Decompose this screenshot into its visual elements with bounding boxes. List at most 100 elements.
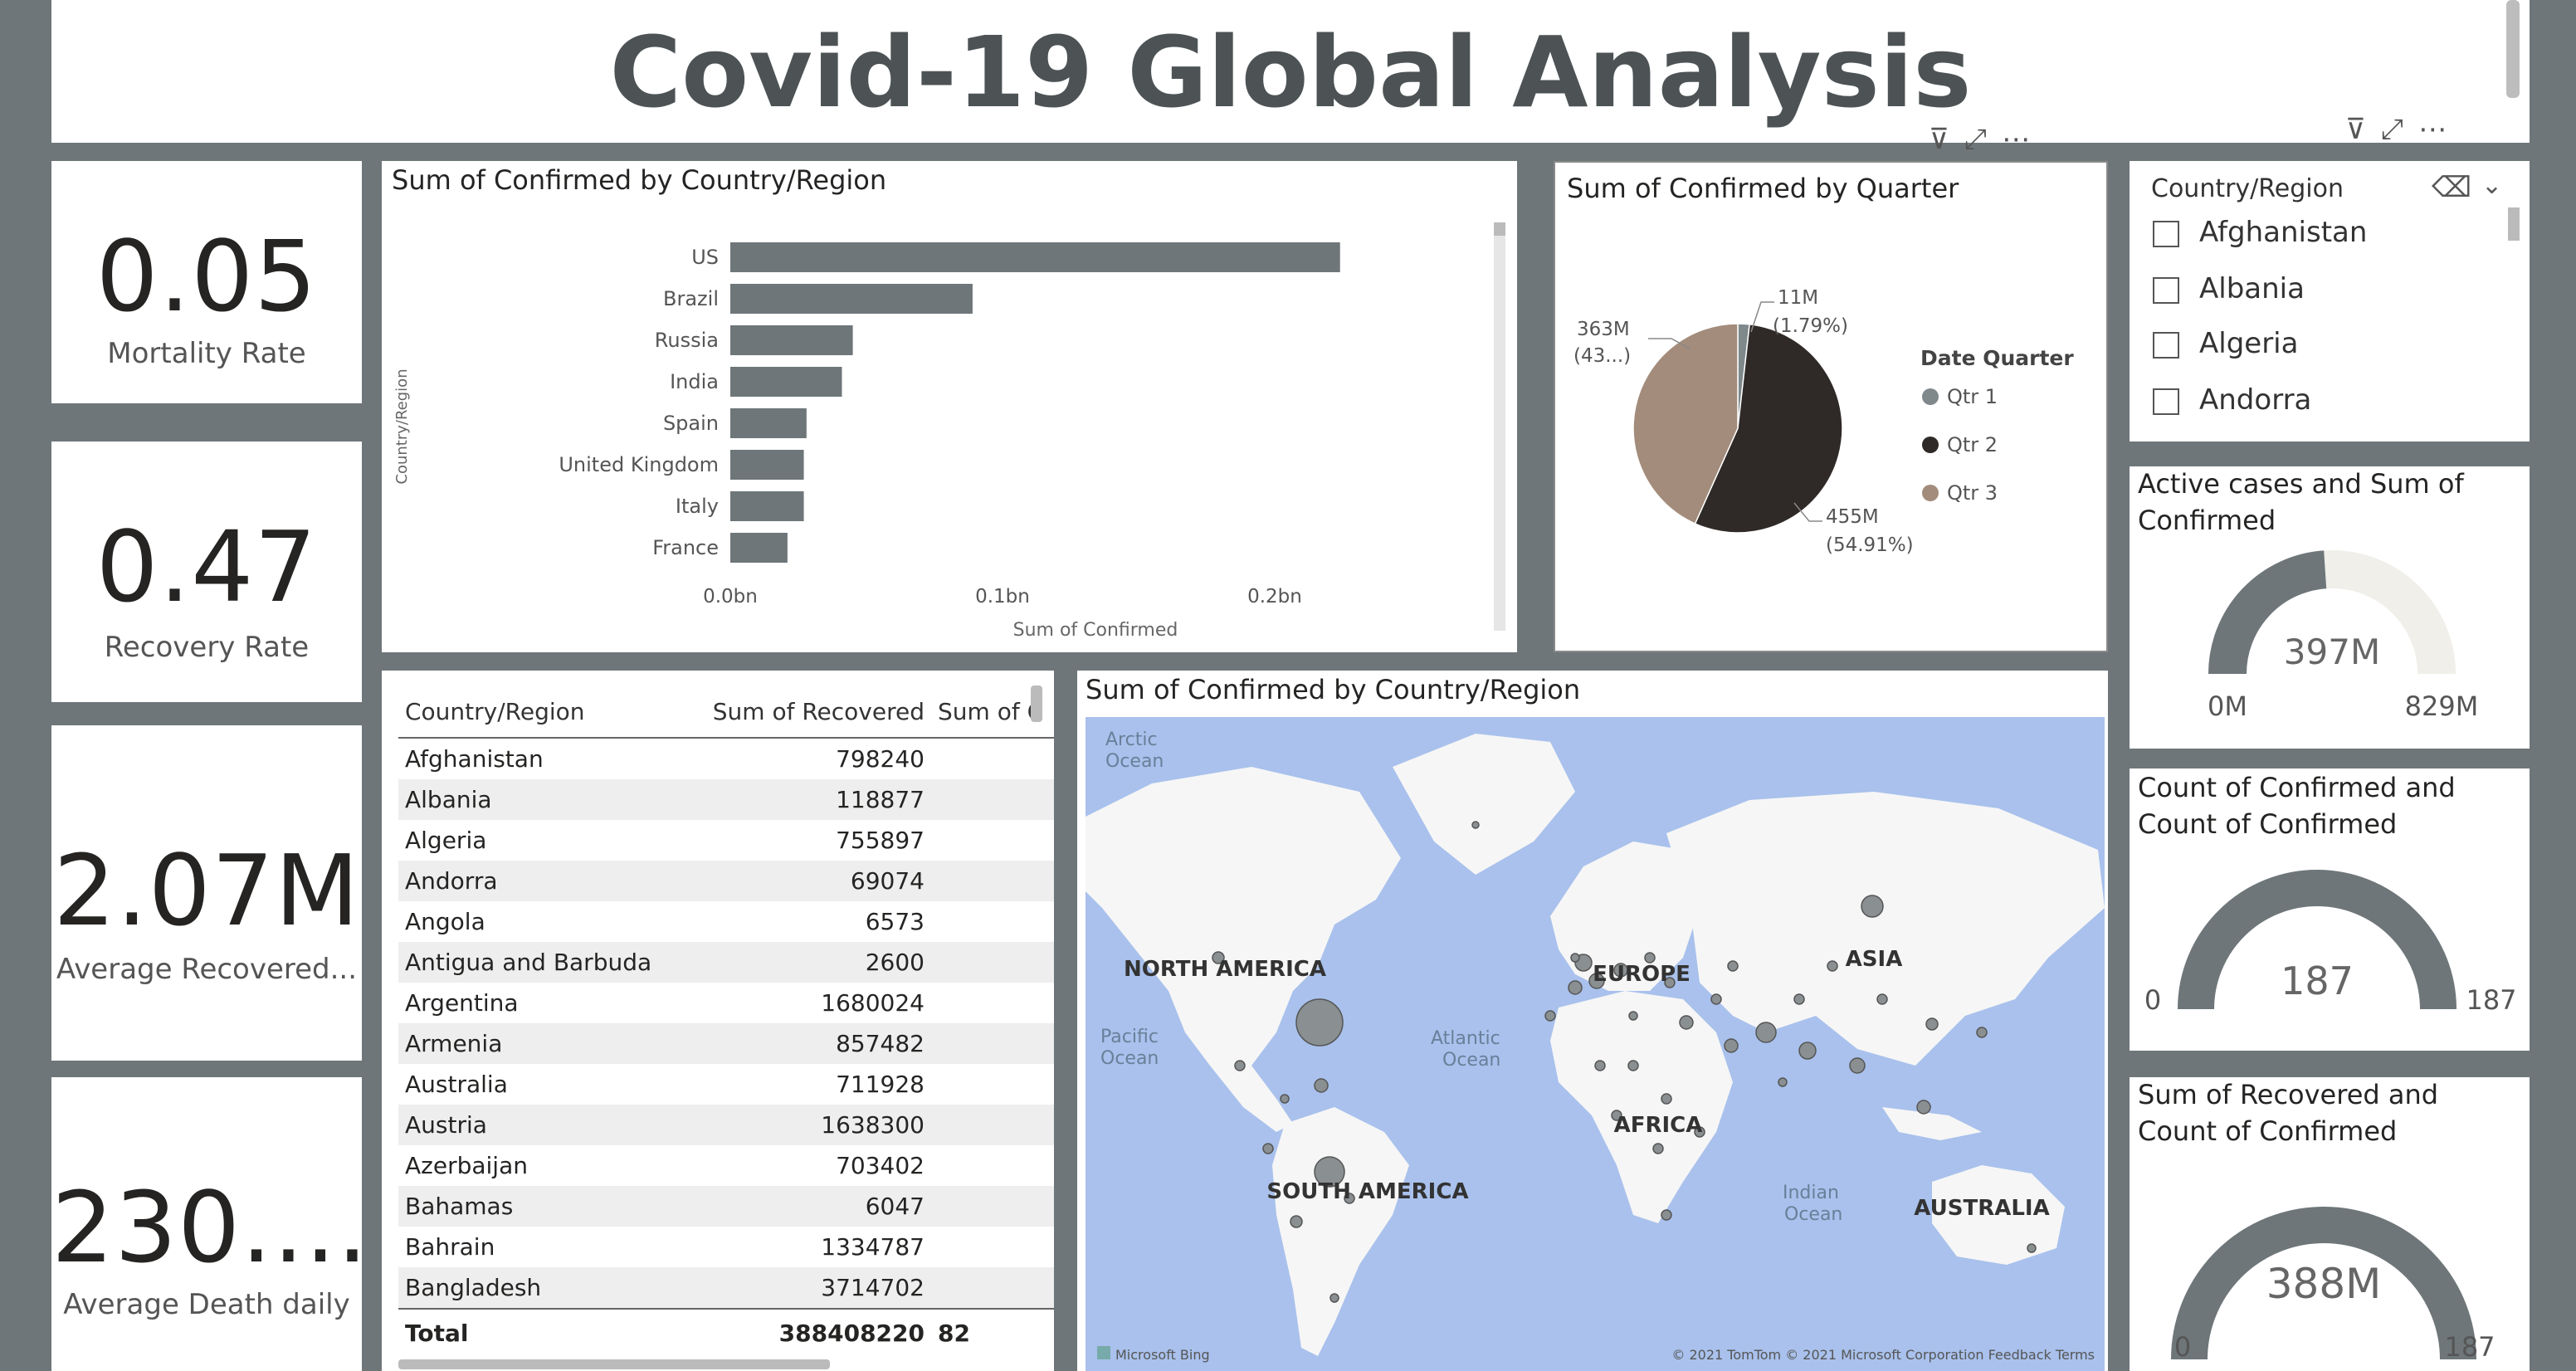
landmass-africa (1550, 991, 1733, 1223)
eraser-icon[interactable]: ⌫ (2432, 171, 2472, 204)
chevron-down-icon[interactable]: ⌄ (2481, 171, 2503, 200)
gauge-min: 0 (2144, 984, 2161, 1016)
gauge-count-confirmed[interactable]: Count of Confirmed and Count of Confirme… (2130, 768, 2530, 1051)
more-options-icon[interactable]: ⋯ (2418, 113, 2462, 146)
kpi-card-mortality: 0.05 Mortality Rate (51, 161, 362, 403)
gauge-fill[interactable] (2171, 1207, 2476, 1360)
map-label-south-america: SOUTH AMERICA (1266, 1179, 1468, 1204)
checkbox[interactable] (2153, 220, 2179, 247)
recovered-table-visual[interactable]: Country/Region Sum of Recovered Sum of C… (382, 671, 1054, 1371)
checkbox[interactable] (2153, 388, 2179, 415)
map-visual[interactable]: Sum of Confirmed by Country/Region (1077, 671, 2108, 1371)
map-label-arctic-1: Arctic (1105, 729, 1158, 750)
table-vertical-scrollbar[interactable] (1031, 686, 1042, 722)
pie-slice-1[interactable] (1694, 323, 1843, 534)
legend-label[interactable]: Qtr 1 (1947, 385, 1998, 408)
total-label: Total (398, 1308, 694, 1356)
table-horizontal-scrollbar[interactable] (398, 1359, 830, 1369)
table-row[interactable]: Austria 1638300 (398, 1105, 1054, 1145)
filter-icon[interactable]: ⊽ (2345, 113, 2381, 146)
table-row[interactable]: Angola 6573 (398, 901, 1054, 942)
pie-chart-visual[interactable]: Sum of Confirmed by Quarter 11M (1.79%) … (1554, 161, 2108, 652)
bar-chart-scrollbar[interactable] (1494, 222, 1505, 631)
legend-marker[interactable] (1922, 485, 1939, 501)
kpi-value: 0.05 (95, 219, 318, 334)
slicer-scrollbar[interactable] (2508, 207, 2520, 241)
bar-0[interactable] (730, 242, 1340, 272)
table-row[interactable]: Albania 118877 (398, 779, 1054, 820)
checkbox[interactable] (2153, 276, 2179, 304)
table-row[interactable]: Bangladesh 3714702 (398, 1267, 1054, 1309)
landmass-south-america (1272, 1107, 1409, 1356)
table-row[interactable]: Armenia 857482 (398, 1023, 1054, 1064)
pie-chart-header-icons[interactable]: ⊽⤢⋯ (2345, 113, 2461, 146)
slicer-item[interactable]: Algeria (2153, 327, 2298, 360)
table-row[interactable]: Bahamas 6047 (398, 1186, 1054, 1227)
table-row[interactable]: Bahrain 1334787 (398, 1227, 1054, 1267)
cell-confirmed (931, 738, 1054, 779)
table-row[interactable]: Azerbaijan 703402 (398, 1145, 1054, 1186)
landmass-central-america (1210, 1066, 1293, 1132)
filter-icon[interactable]: ⊽ (1929, 123, 1964, 156)
bar-chart-svg: Country/Region US Brazil Russia India Spain U… (393, 242, 1340, 641)
bar-2[interactable] (730, 325, 853, 355)
bar-3[interactable] (730, 367, 842, 397)
gauge-active-cases[interactable]: Active cases and Sum of Confirmed 397M 0… (2130, 466, 2530, 749)
bar-7[interactable] (730, 533, 788, 563)
table-row[interactable]: Afghanistan 798240 (398, 738, 1054, 779)
cell-recovered: 798240 (836, 745, 925, 773)
bar-category-label: US (691, 246, 719, 269)
bar-x-tick-label: 0.2bn (1247, 586, 1302, 607)
cell-confirmed (931, 983, 1054, 1023)
cell-recovered: 6047 (694, 1186, 931, 1227)
pie-slice-2[interactable] (1632, 323, 1739, 524)
column-header-recovered[interactable]: Sum of Recovered (694, 686, 931, 739)
legend-marker[interactable] (1922, 388, 1939, 405)
map-label-africa: AFRICA (1614, 1113, 1703, 1138)
gauge-sum-recovered[interactable]: Sum of Recovered and Count of Confirmed … (2130, 1077, 2530, 1371)
bar-6[interactable] (730, 491, 804, 521)
country-slicer[interactable]: Country/Region ⌫ ⌄ Afghanistan Albania A… (2130, 161, 2530, 442)
map-svg[interactable]: NORTH AMERICA EUROPE ASIA AFRICA SOUTH A… (1086, 717, 2105, 1371)
bar-5[interactable] (730, 450, 804, 480)
table-row[interactable]: Algeria 755897 (398, 820, 1054, 861)
slicer-item[interactable]: Andorra (2153, 383, 2311, 417)
bar-1[interactable] (730, 284, 973, 314)
cell-confirmed (931, 1267, 1054, 1309)
table-row[interactable]: Australia 711928 (398, 1064, 1054, 1105)
map-label-europe: EUROPE (1593, 962, 1690, 987)
table-row[interactable]: Andorra 69074 (398, 861, 1054, 901)
cell-country: Bangladesh (398, 1267, 694, 1309)
total-confirmed: 82 (931, 1308, 1054, 1356)
gauge-svg: 187 0 187 (2144, 870, 2517, 1016)
gauge-title: Count of Confirmed (2138, 1115, 2398, 1147)
gauge-fill[interactable] (2208, 550, 2327, 675)
legend-label[interactable]: Qtr 2 (1947, 433, 1998, 456)
slicer-item[interactable]: Afghanistan (2153, 216, 2367, 249)
kpi-value: 230.... (51, 1170, 369, 1285)
legend-label[interactable]: Qtr 3 (1947, 481, 1998, 505)
cell-country: Afghanistan (405, 745, 544, 773)
landmass-greenland (1393, 734, 1575, 875)
checkbox[interactable] (2153, 331, 2179, 359)
gauge-fill[interactable] (2178, 870, 2456, 1010)
gauge-title: Confirmed (2138, 505, 2276, 536)
bar-chart-visual[interactable]: Sum of Confirmed by Country/Region Count… (382, 161, 1517, 652)
page-scrollbar[interactable] (2506, 0, 2520, 98)
bar-chart-ylabel: Country/Region (393, 368, 411, 484)
table-row[interactable]: Antigua and Barbuda 2600 (398, 942, 1054, 983)
bar-chart-header-icons[interactable]: ⊽⤢⋯ (1929, 123, 2045, 156)
bar-4[interactable] (730, 408, 807, 438)
more-options-icon[interactable]: ⋯ (2002, 123, 2046, 156)
gauge-value: 397M (2284, 632, 2380, 672)
table-total-row: Total 388408220 82 (398, 1308, 1054, 1356)
recovered-table: Country/Region Sum of Recovered Sum of C… (398, 686, 1054, 1356)
table-row[interactable]: Argentina 1680024 (398, 983, 1054, 1023)
bing-logo-icon (1097, 1346, 1110, 1359)
column-header-country[interactable]: Country/Region (398, 686, 694, 739)
focus-mode-icon[interactable]: ⤢ (1964, 123, 2003, 156)
slicer-item[interactable]: Albania (2153, 272, 2305, 305)
legend-marker[interactable] (1922, 437, 1939, 453)
focus-mode-icon[interactable]: ⤢ (2380, 113, 2419, 146)
cell-confirmed (931, 1105, 1054, 1145)
